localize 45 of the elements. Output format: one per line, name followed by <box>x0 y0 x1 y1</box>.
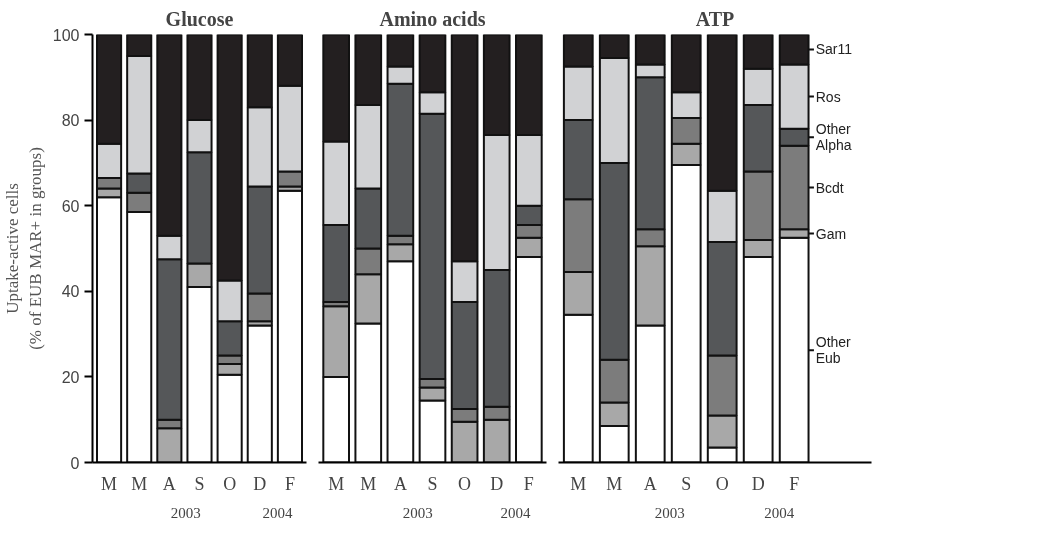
x-tick-label: O <box>223 473 237 494</box>
x-tick-label: F <box>523 473 534 494</box>
chart-title: Glucose <box>165 7 234 30</box>
x-tick-label: M <box>131 473 148 494</box>
legend-label: Other Eub <box>815 334 852 367</box>
y-tick-label: 0 <box>70 454 80 472</box>
legend-label: Other Alpha <box>815 121 852 154</box>
y-tick-label: 20 <box>61 368 80 386</box>
chart-title: Amino acids <box>379 7 486 30</box>
x-tick-label: F <box>789 473 800 494</box>
x-tick-label: F <box>284 473 295 494</box>
x-tick-label: S <box>427 473 438 494</box>
text: 2004 <box>500 504 532 521</box>
text: 2004 <box>262 504 293 521</box>
x-tick-label: M <box>360 473 377 494</box>
legend-label: Ros <box>815 88 841 105</box>
x-tick-label: S <box>681 473 692 494</box>
x-tick-label: A <box>643 473 657 494</box>
y-tick-label: 60 <box>61 197 80 215</box>
x-tick-label: D <box>490 473 504 494</box>
x-tick-label: A <box>162 473 176 494</box>
x-tick-label: S <box>194 473 205 494</box>
y-tick-label: 40 <box>61 283 80 301</box>
x-tick-label: M <box>328 473 345 494</box>
bar <box>246 324 273 463</box>
x-tick-label: O <box>458 473 472 494</box>
x-tick-label: M <box>101 473 118 494</box>
chart-title: ATP <box>695 7 735 30</box>
bar <box>276 189 303 463</box>
legend-label: Bcdt <box>815 179 844 196</box>
y-tick-label: 100 <box>52 26 80 44</box>
text: 2003 <box>654 504 685 521</box>
x-tick-label: M <box>570 473 587 494</box>
x-tick-label: D <box>253 473 267 494</box>
x-tick-label: D <box>751 473 765 494</box>
text: 2003 <box>170 504 201 521</box>
legend-label: Gam <box>815 225 847 242</box>
x-tick-label: O <box>715 473 729 494</box>
text: 2004 <box>764 504 795 521</box>
x-tick-label: A <box>393 473 407 494</box>
y-tick-label: 80 <box>61 112 80 130</box>
x-tick-label: M <box>606 473 623 494</box>
text: 2003 <box>402 504 433 521</box>
legend-label: Sar11 <box>815 41 853 58</box>
y-axis-title: Uptake-active cells (% of EUB MAR+ in groups) <box>3 147 45 350</box>
